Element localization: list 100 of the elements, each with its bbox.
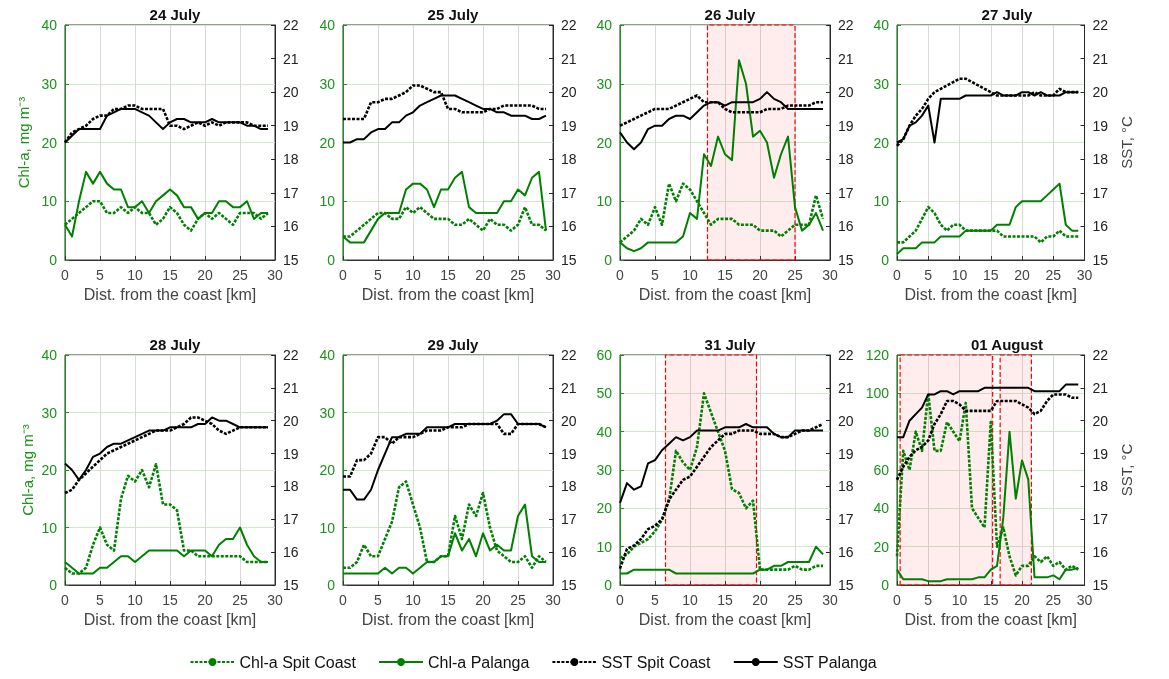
x-tick-label: 20 — [475, 592, 491, 608]
y-tick-label: 40 — [41, 347, 58, 363]
y-tick-label: 30 — [41, 404, 58, 421]
x-axis-title: Dist. from the coast [km] — [638, 611, 812, 629]
y-tick-label: 40 — [319, 347, 336, 363]
y-tick-label: 20 — [319, 134, 336, 151]
y2-axis-title: SST, °C — [1118, 116, 1135, 169]
y-tick-label: 10 — [596, 538, 613, 555]
x-tick-label: 10 — [127, 592, 143, 608]
y2-tick-label: 22 — [561, 347, 577, 363]
line-series — [619, 91, 824, 151]
y-tick-label: 0 — [604, 252, 613, 268]
y2-tick-label: 19 — [561, 117, 577, 134]
y2-tick-label: 16 — [561, 218, 577, 235]
y-tick-label: 20 — [596, 134, 613, 151]
y2-tick-label: 21 — [283, 50, 299, 67]
y2-tick-label: 21 — [1092, 379, 1109, 396]
x-tick-label: 20 — [752, 267, 768, 283]
y2-tick-label: 17 — [561, 511, 577, 528]
x-tick-label: 25 — [787, 592, 803, 608]
y2-tick-label: 21 — [838, 50, 854, 67]
y2-tick-label: 18 — [838, 478, 854, 495]
y2-tick-label: 15 — [1092, 577, 1109, 593]
y2-tick-label: 19 — [283, 445, 299, 462]
x-tick-label: 5 — [96, 592, 105, 608]
x-tick-label: 30 — [267, 267, 283, 283]
y-tick-label: 40 — [41, 17, 58, 33]
y-tick-label: 50 — [596, 385, 613, 402]
y-tick-label: 30 — [319, 404, 336, 421]
x-tick-label: 5 — [374, 267, 383, 283]
x-tick-label: 0 — [339, 592, 348, 608]
chart-title: 29 July — [427, 336, 480, 353]
x-tick-label: 0 — [616, 592, 625, 608]
chart-title: 31 July — [704, 336, 757, 353]
x-tick-label: 0 — [616, 267, 625, 283]
x-tick-label: 20 — [197, 592, 213, 608]
chart-title: 27 July — [981, 6, 1034, 23]
y-tick-label: 0 — [49, 577, 58, 593]
y2-tick-label: 17 — [561, 184, 577, 201]
x-axis-title: Dist. from the coast [km] — [83, 286, 257, 304]
x-tick-label: 0 — [893, 267, 902, 283]
y-tick-label: 40 — [319, 17, 336, 33]
y-tick-label: 0 — [49, 252, 58, 268]
y-tick-label: 20 — [596, 500, 613, 517]
line-series — [618, 422, 825, 570]
y2-tick-label: 20 — [283, 84, 299, 101]
x-tick-label: 0 — [61, 592, 70, 608]
x-tick-label: 25 — [232, 592, 248, 608]
y-tick-label: 120 — [865, 347, 890, 363]
y2-tick-label: 22 — [561, 17, 577, 33]
x-tick-label: 20 — [475, 267, 491, 283]
y-tick-label: 40 — [596, 423, 613, 440]
y2-tick-label: 19 — [1092, 445, 1109, 462]
y-tick-label: 40 — [873, 500, 890, 517]
legend-label: SST Spit Coast — [601, 653, 712, 671]
y-tick-label: 10 — [41, 193, 58, 210]
y2-tick-label: 20 — [838, 412, 854, 429]
y2-tick-label: 15 — [838, 252, 854, 268]
line-series — [618, 392, 825, 571]
x-tick-label: 0 — [339, 267, 348, 283]
x-tick-label: 30 — [1076, 267, 1093, 283]
x-tick-label: 10 — [405, 267, 421, 283]
x-tick-label: 0 — [893, 592, 902, 608]
y2-tick-label: 18 — [561, 478, 577, 495]
y-tick-label: 30 — [873, 75, 890, 92]
y2-tick-label: 15 — [283, 577, 299, 593]
y-axis-title: Chl-a, mg m⁻³ — [14, 96, 32, 189]
x-tick-label: 25 — [510, 267, 526, 283]
y2-tick-label: 20 — [838, 84, 854, 101]
y2-tick-label: 18 — [283, 151, 299, 168]
x-tick-label: 25 — [510, 592, 526, 608]
y2-tick-label: 21 — [561, 379, 577, 396]
y2-tick-label: 22 — [1092, 347, 1109, 363]
y2-tick-label: 18 — [283, 478, 299, 495]
y-tick-label: 30 — [596, 462, 613, 478]
legend-label: SST Palanga — [782, 653, 877, 671]
x-tick-label: 15 — [982, 592, 999, 608]
y2-tick-label: 22 — [283, 347, 299, 363]
y2-tick-label: 15 — [283, 252, 299, 268]
y2-tick-label: 18 — [838, 151, 854, 168]
y2-tick-label: 21 — [1092, 50, 1109, 67]
x-tick-label: 20 — [1014, 267, 1031, 283]
x-tick-label: 20 — [752, 592, 768, 608]
x-tick-label: 10 — [682, 592, 698, 608]
y-tick-label: 60 — [596, 347, 613, 363]
x-tick-label: 15 — [440, 267, 456, 283]
x-tick-label: 5 — [924, 592, 933, 608]
x-tick-label: 25 — [1045, 267, 1062, 283]
y2-tick-label: 21 — [838, 379, 854, 396]
x-tick-label: 30 — [267, 592, 283, 608]
y2-tick-label: 15 — [561, 577, 577, 593]
y2-tick-label: 19 — [1092, 117, 1109, 134]
chart-title: 24 July — [149, 6, 202, 23]
y2-tick-label: 15 — [838, 577, 854, 593]
y2-tick-label: 17 — [1092, 184, 1109, 201]
line-series — [896, 182, 1080, 256]
y2-tick-label: 22 — [1092, 17, 1109, 33]
y2-tick-label: 18 — [561, 151, 577, 168]
y2-tick-label: 19 — [283, 117, 299, 134]
y-tick-label: 40 — [873, 17, 890, 33]
